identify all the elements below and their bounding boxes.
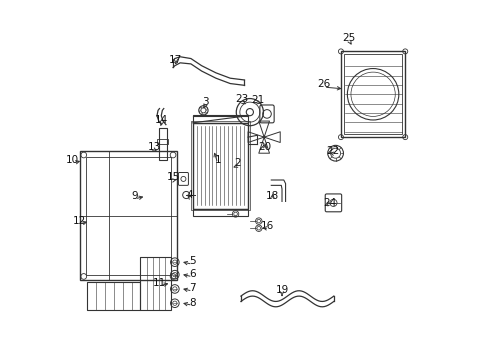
Text: 4: 4 (186, 190, 193, 200)
Text: 12: 12 (73, 216, 86, 226)
Text: 8: 8 (189, 297, 196, 307)
Text: 11: 11 (153, 278, 166, 288)
Bar (192, 123, 247, 208)
Bar (80, 152, 176, 280)
Bar (190, 121, 249, 210)
Text: 15: 15 (166, 172, 179, 183)
Bar (140, 257, 171, 310)
Bar (159, 128, 166, 160)
Bar (343, 54, 402, 134)
Bar (157, 139, 168, 144)
Bar (340, 51, 405, 137)
Text: 13: 13 (147, 142, 161, 152)
Text: 7: 7 (189, 283, 196, 293)
Text: 3: 3 (202, 97, 208, 107)
Text: 6: 6 (189, 269, 196, 279)
Bar (192, 208, 247, 216)
Text: 19: 19 (275, 285, 288, 295)
Text: 24: 24 (322, 198, 335, 207)
Bar (85, 157, 171, 275)
Text: 23: 23 (235, 94, 248, 104)
Text: 9: 9 (131, 191, 138, 201)
Text: 5: 5 (189, 256, 196, 266)
Text: 25: 25 (342, 33, 355, 43)
Text: 2: 2 (234, 158, 240, 168)
Text: 14: 14 (155, 115, 168, 125)
Text: 26: 26 (317, 79, 330, 89)
Text: 21: 21 (251, 95, 264, 105)
Text: 22: 22 (326, 146, 339, 156)
Text: 16: 16 (261, 221, 274, 231)
Bar (87, 282, 140, 310)
Text: 10: 10 (65, 156, 79, 165)
Text: 17: 17 (169, 55, 182, 65)
Text: 20: 20 (258, 142, 271, 152)
Text: 1: 1 (214, 156, 221, 165)
Text: 18: 18 (265, 191, 279, 201)
Bar (192, 115, 247, 123)
